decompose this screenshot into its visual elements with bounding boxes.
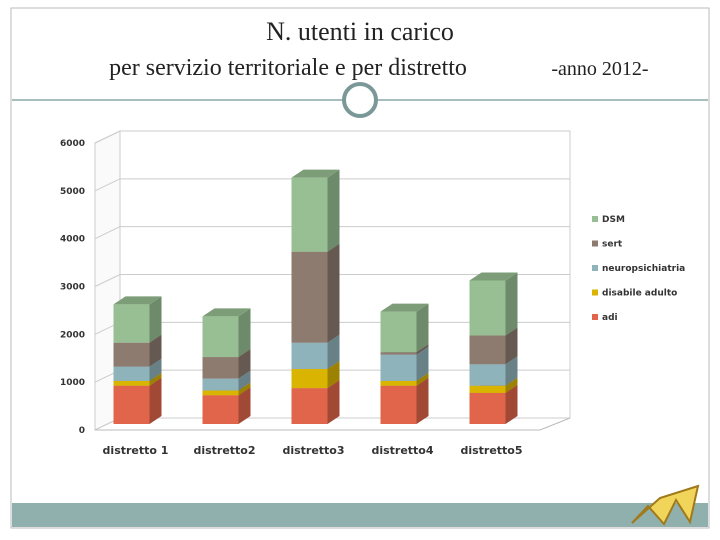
bar-side	[238, 382, 251, 396]
x-tick-label: distretto3	[282, 444, 344, 457]
bar-side	[416, 346, 429, 381]
bar-front	[380, 352, 417, 355]
y-tick-label: 5000	[60, 187, 85, 197]
decoration	[631, 484, 700, 526]
bar-front	[380, 311, 417, 353]
bar-side	[149, 358, 162, 381]
legend-label: disabile adulto	[602, 289, 677, 299]
decoration-shape	[631, 484, 700, 526]
legend-label: DSM	[602, 215, 625, 225]
bar-front	[202, 395, 239, 424]
y-tick-label: 4000	[60, 235, 85, 245]
legend-swatch	[592, 240, 598, 247]
bar-front	[113, 304, 150, 343]
bar-front	[291, 251, 328, 343]
x-tick-label: distretto5	[460, 444, 522, 457]
bar-front	[291, 368, 328, 389]
bar-front	[291, 342, 328, 369]
rule-ornament	[342, 82, 378, 118]
bar-side	[238, 349, 251, 379]
y-tick-label: 1000	[60, 378, 85, 388]
bar-side	[238, 370, 251, 391]
bar-side	[505, 272, 518, 336]
x-tick-label: distretto 1	[103, 444, 169, 457]
bar-side	[416, 303, 429, 353]
bar-side	[505, 356, 518, 386]
bar-side	[238, 387, 251, 424]
bar-front	[380, 380, 417, 386]
grid-line	[94, 130, 570, 144]
y-tick-label: 6000	[60, 139, 85, 149]
grid-line	[94, 274, 570, 287]
bar-front	[202, 378, 239, 391]
bar-side	[327, 169, 340, 252]
bar-side	[505, 377, 518, 393]
bar-front	[202, 316, 239, 358]
legend-swatch	[592, 289, 598, 296]
bar-front	[291, 388, 328, 424]
y-tick-label: 2000	[60, 330, 85, 340]
bar-side	[149, 334, 162, 367]
bar-top	[380, 303, 429, 312]
grid-line	[94, 226, 570, 240]
bar-front	[291, 177, 328, 252]
bar-side	[149, 377, 162, 424]
bar-side	[327, 243, 340, 343]
chart-subtitle: per servizio territoriale e per distrett…	[109, 55, 467, 81]
bar-side	[505, 384, 518, 424]
bar-side	[238, 308, 251, 358]
bar-front	[113, 385, 150, 424]
chart-title: N. utenti in carico	[266, 17, 454, 46]
footer-band	[12, 503, 708, 527]
legend-label: sert	[602, 240, 623, 250]
bar-top	[202, 308, 251, 317]
bar-front	[202, 357, 239, 379]
bar-side	[327, 360, 340, 389]
bar-top	[469, 272, 518, 281]
x-axis-depth	[539, 417, 571, 431]
bar-front	[469, 280, 506, 336]
y-tick-label: 0	[79, 426, 85, 436]
bar-front	[380, 354, 417, 381]
chart-subtitle-suffix: -anno 2012-	[551, 58, 648, 80]
legend-label: neuropsichiatria	[602, 264, 685, 274]
x-tick-label: distretto4	[371, 444, 433, 457]
bar-front	[469, 335, 506, 365]
bar-side	[416, 377, 429, 424]
bar-side	[149, 296, 162, 343]
bar-front	[469, 364, 506, 386]
legend-swatch	[592, 265, 598, 271]
bar-side	[416, 372, 429, 386]
bar-side	[327, 380, 340, 424]
bar-top	[291, 169, 340, 178]
y-tick-label: 3000	[60, 283, 85, 293]
bar-side	[149, 372, 162, 386]
bar-front	[113, 366, 150, 381]
bar-side	[505, 327, 518, 365]
legend-swatch	[592, 216, 598, 222]
bar-front	[113, 380, 150, 386]
bar-front	[113, 342, 150, 367]
slide-frame	[10, 7, 710, 529]
bar-side	[327, 334, 340, 369]
bar-front	[380, 385, 417, 424]
grid-line	[94, 178, 570, 192]
bar-front	[469, 392, 506, 424]
x-tick-label: distretto2	[193, 444, 255, 457]
bar-top	[113, 296, 162, 305]
bar-side	[416, 344, 429, 355]
legend-swatch	[592, 314, 598, 320]
bar-front	[469, 385, 506, 393]
legend-label: adi	[602, 313, 618, 323]
bar-front	[202, 390, 239, 396]
